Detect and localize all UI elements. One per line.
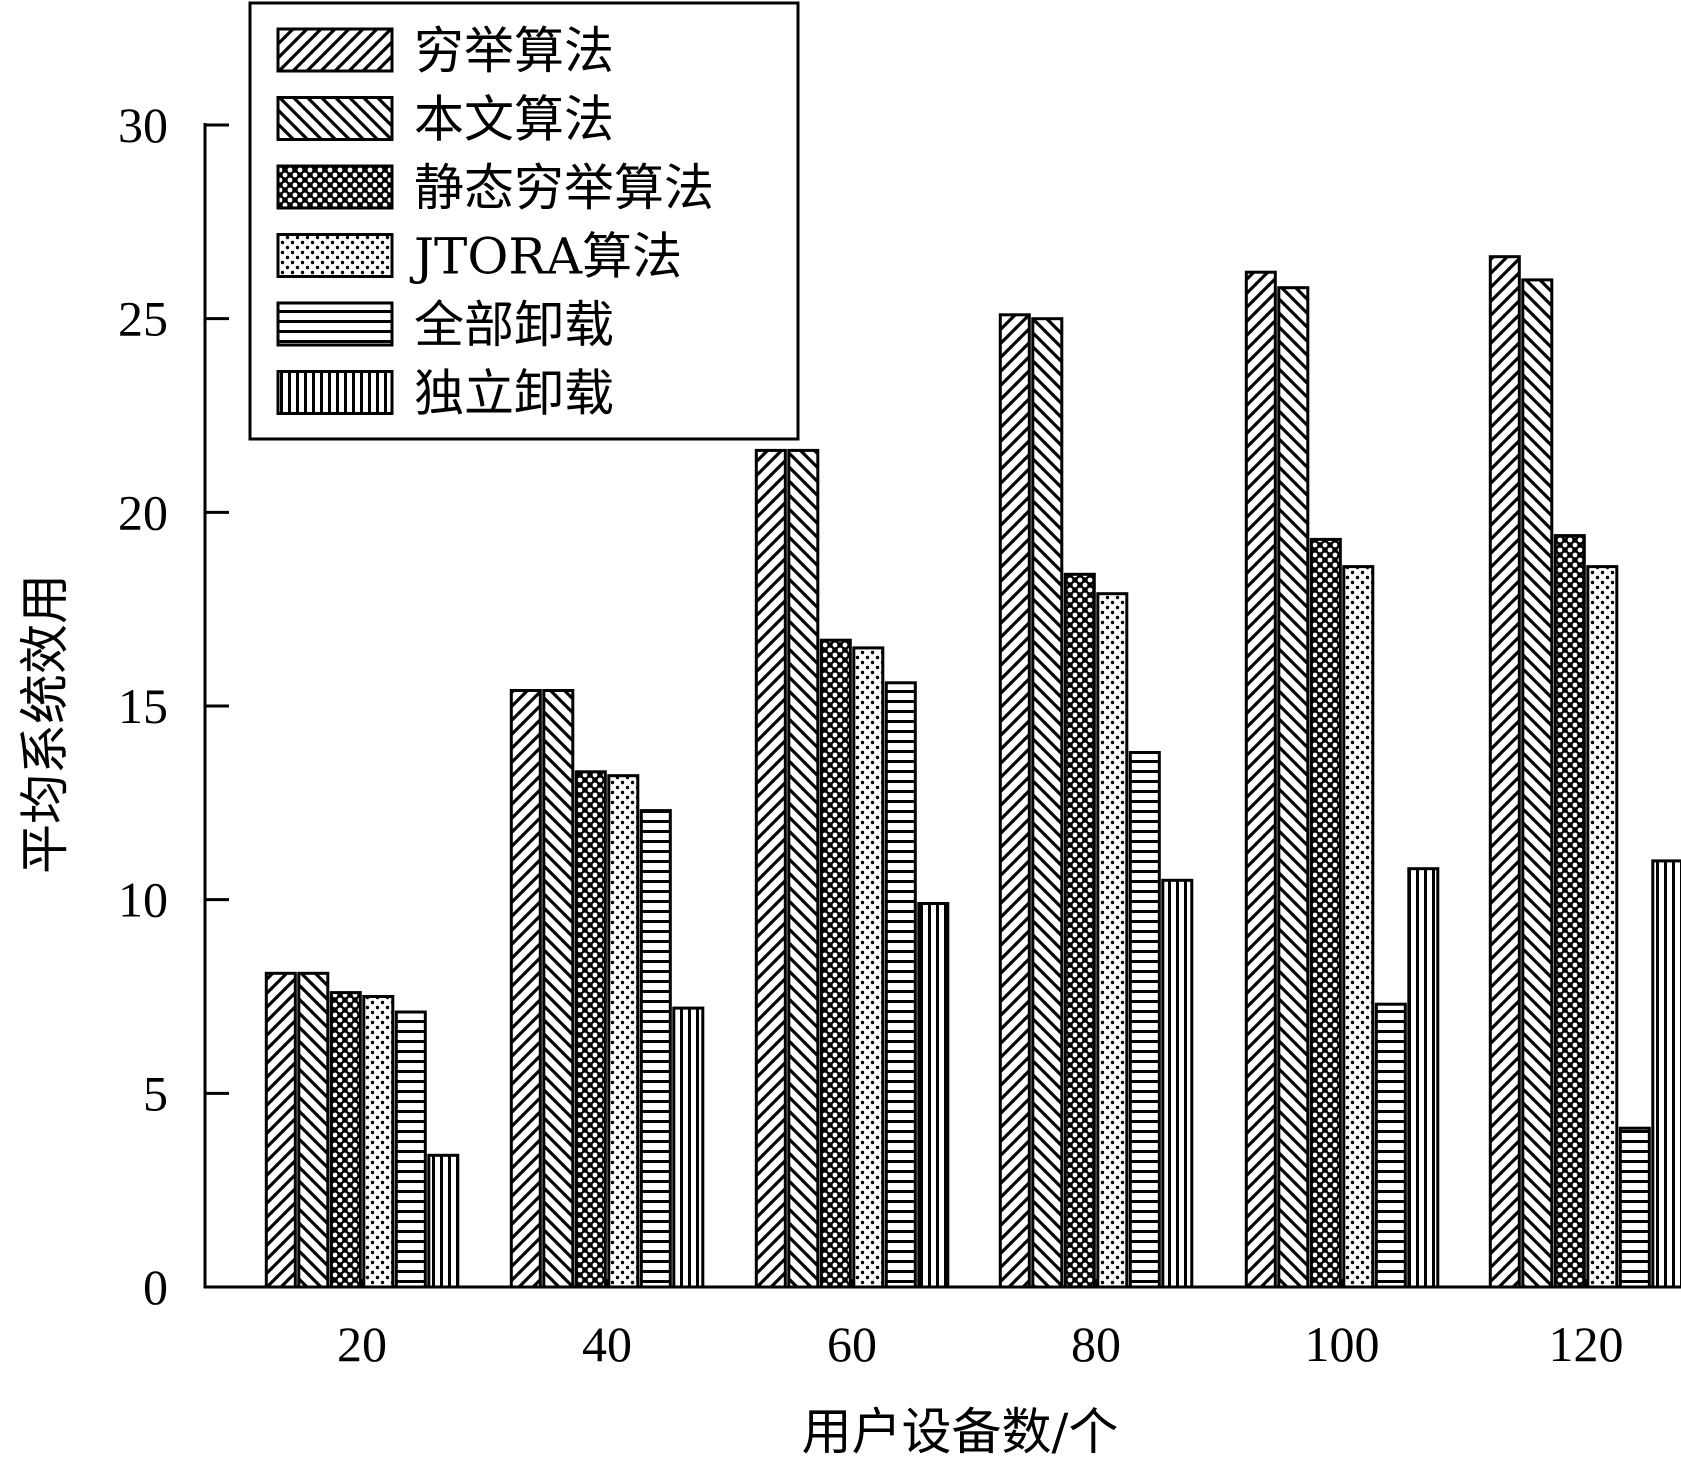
bar-s3-120 <box>1553 534 1586 1289</box>
bar-s4-40 <box>607 774 640 1289</box>
bar-s2-100 <box>1277 286 1310 1289</box>
bar-s2-80 <box>1031 317 1064 1289</box>
y-tick-label-25: 25 <box>118 291 168 347</box>
legend-swatch-2 <box>276 96 394 141</box>
legend-swatch-4 <box>276 233 394 278</box>
x-tick-label-20: 20 <box>337 1316 387 1372</box>
bar-s5-20 <box>394 1010 427 1289</box>
bars-group <box>264 255 1681 1289</box>
y-axis-title: 平均系统效用 <box>16 574 74 874</box>
bar-s2-60 <box>787 448 820 1289</box>
bar-s1-40 <box>509 689 542 1289</box>
bar-s6-60 <box>917 902 950 1289</box>
bar-s1-60 <box>754 448 787 1289</box>
legend-swatch-3 <box>276 164 394 210</box>
bar-s3-100 <box>1309 537 1342 1289</box>
bar-s6-120 <box>1651 859 1681 1289</box>
bar-s4-120 <box>1586 565 1619 1289</box>
bar-s5-60 <box>884 681 917 1289</box>
bar-s1-120 <box>1488 255 1521 1289</box>
y-tick-label-15: 15 <box>118 678 168 734</box>
bar-s1-80 <box>998 313 1031 1289</box>
bar-s5-120 <box>1618 1126 1651 1289</box>
y-tick-label-30: 30 <box>118 97 168 153</box>
y-tick-label-20: 20 <box>118 484 168 540</box>
legend-swatch-6 <box>276 370 394 415</box>
bar-s4-80 <box>1096 592 1129 1289</box>
x-tick-label-60: 60 <box>827 1316 877 1372</box>
legend-label-4: JTORA算法 <box>409 228 682 286</box>
bar-s3-80 <box>1063 572 1096 1289</box>
y-tick-label-10: 10 <box>118 872 168 928</box>
bar-s3-60 <box>819 638 852 1289</box>
axes-group: 0 5 10 15 20 25 30 20 40 60 80 100 120 <box>118 97 1681 1372</box>
bar-s3-20 <box>329 991 362 1289</box>
bar-s5-80 <box>1128 751 1161 1289</box>
bar-s2-40 <box>542 689 575 1289</box>
x-axis-title: 用户设备数/个 <box>802 1403 1119 1461</box>
legend-label-6: 独立卸载 <box>414 365 614 423</box>
legend-label-5: 全部卸载 <box>414 296 614 354</box>
legend-label-2: 本文算法 <box>414 91 614 149</box>
bar-s4-60 <box>852 646 885 1289</box>
bar-s3-40 <box>574 770 607 1289</box>
bar-s2-20 <box>297 971 330 1289</box>
x-tick-label-80: 80 <box>1071 1316 1121 1372</box>
bar-s6-40 <box>672 1006 705 1289</box>
bar-s5-100 <box>1374 1002 1407 1289</box>
x-tick-label-40: 40 <box>582 1316 632 1372</box>
bar-s1-100 <box>1244 270 1277 1289</box>
y-tick-label-5: 5 <box>143 1065 168 1121</box>
legend-swatch-5 <box>276 301 394 347</box>
legend-box <box>248 1 800 441</box>
x-tick-label-120: 120 <box>1549 1316 1624 1372</box>
bar-s6-100 <box>1407 867 1440 1289</box>
x-tick-label-100: 100 <box>1305 1316 1380 1372</box>
bar-s4-100 <box>1342 565 1375 1289</box>
bar-s4-20 <box>362 995 395 1289</box>
legend-label-1: 穷举算法 <box>414 22 614 80</box>
y-tick-label-0: 0 <box>143 1259 168 1315</box>
bar-s6-20 <box>427 1153 460 1289</box>
bar-s1-20 <box>264 971 297 1289</box>
bar-s6-80 <box>1161 878 1194 1289</box>
legend-swatch-1 <box>276 27 394 73</box>
bar-s5-40 <box>639 809 672 1289</box>
legend-label-3: 静态穷举算法 <box>414 159 714 217</box>
bar-s2-120 <box>1521 278 1554 1289</box>
